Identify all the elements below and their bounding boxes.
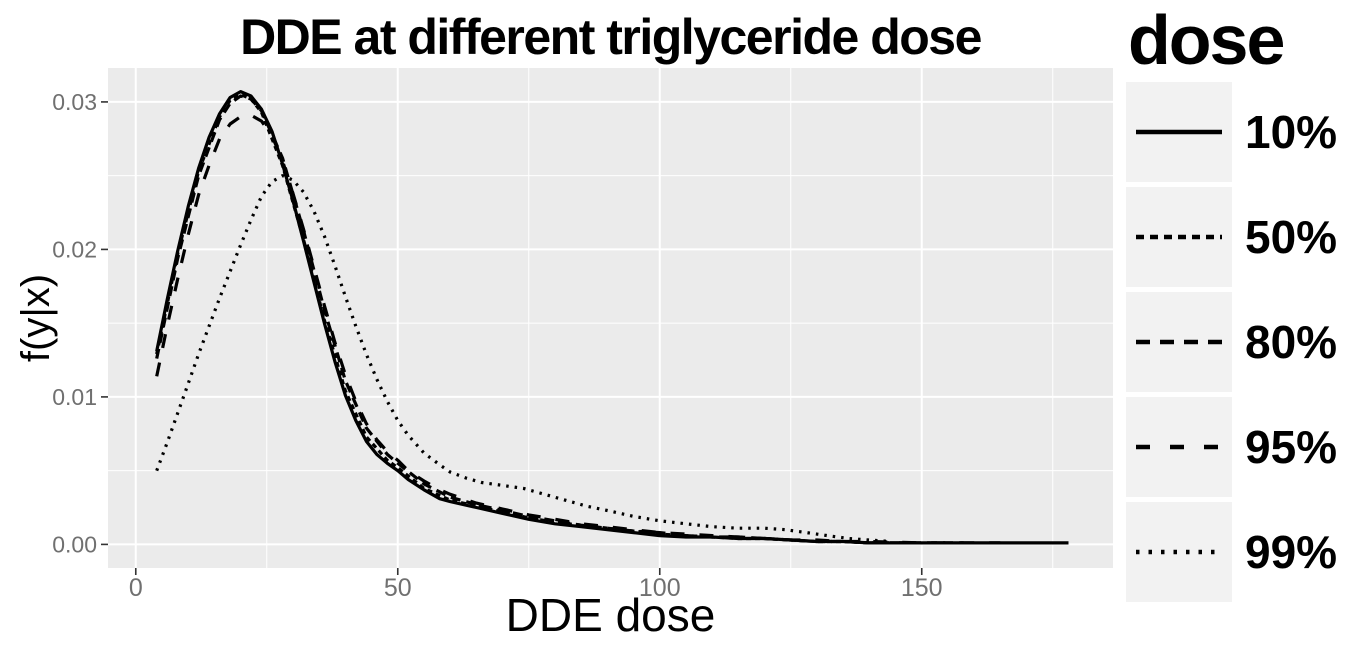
curve-95pct (155, 113, 1001, 545)
legend-item-95pct: 95% (1126, 397, 1364, 497)
legend-item-99pct: 99% (1126, 502, 1364, 602)
y-tick-label: 0.03 (52, 89, 97, 115)
curve-99pct (155, 174, 891, 544)
x-tick-label: 150 (901, 574, 943, 602)
legend-title: dose (1128, 1, 1285, 79)
y-tick-label: 0.00 (52, 531, 97, 557)
y-tick-label: 0.02 (52, 236, 97, 262)
legend-items: 10% 50% 80% 95% 99% (1126, 82, 1364, 602)
legend: dose 10% 50% 80% 95% 99% (1126, 2, 1364, 607)
plot-area: 0 50 100 150 0.00 0.01 0.02 0.03 (52, 68, 1113, 602)
legend-label: 80% (1245, 316, 1338, 368)
x-axis-title: DDE dose (505, 589, 716, 641)
x-tick-label: 0 (129, 574, 143, 602)
legend-item-80pct: 80% (1126, 292, 1364, 392)
y-tick-label: 0.01 (52, 384, 97, 410)
legend-key-short-dash-line (1126, 187, 1232, 287)
legend-label: 10% (1245, 106, 1338, 158)
legend-label: 99% (1245, 526, 1338, 578)
curve-50pct (155, 92, 912, 545)
legend-item-50pct: 50% (1126, 187, 1364, 287)
legend-item-10pct: 10% (1126, 82, 1364, 182)
x-tick-label: 50 (384, 574, 412, 602)
legend-key-dashed-line (1126, 292, 1232, 392)
legend-key-long-dash-line (1126, 397, 1232, 497)
plot-title: DDE at different triglyceride dose (240, 9, 982, 65)
legend-label: 95% (1245, 421, 1338, 473)
curve-80pct (155, 94, 964, 545)
legend-key-dotted-line (1126, 502, 1232, 602)
plot-panel (108, 68, 1113, 568)
legend-key-solid-line (1126, 82, 1232, 182)
legend-label: 50% (1245, 211, 1338, 263)
x-tick-label: 100 (639, 574, 681, 602)
